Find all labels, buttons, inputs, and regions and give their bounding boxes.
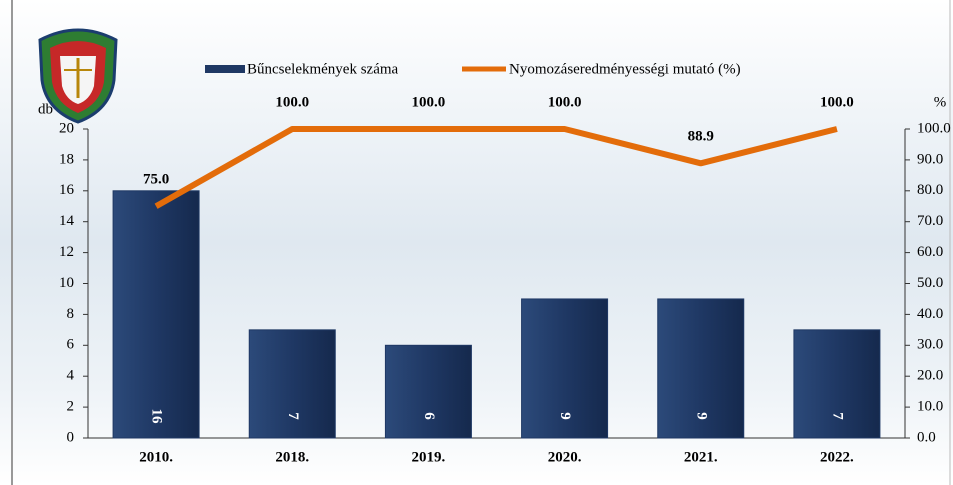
y-tick-label: 6 <box>67 337 75 353</box>
line-value-label: 88.9 <box>688 129 714 145</box>
bar <box>793 329 881 439</box>
y-tick-label: 4 <box>67 368 75 384</box>
x-tick-label: 2019. <box>412 449 446 465</box>
bar <box>112 190 200 439</box>
x-tick-label: 2020. <box>548 449 582 465</box>
bar-value-label: 9 <box>557 412 573 420</box>
legend-swatch <box>205 65 245 73</box>
legend: Bűncselekmények száma Nyomozáseredményes… <box>205 61 741 77</box>
y-axis-label: db <box>38 101 53 117</box>
y-tick-label: 18 <box>59 151 74 167</box>
line-value-label: 100.0 <box>275 94 309 110</box>
y-tick-label: 0 <box>67 429 75 445</box>
bar <box>248 329 336 439</box>
legend-label: Bűncselekmények száma <box>247 61 399 77</box>
bar-value-label: 7 <box>285 412 301 420</box>
line-value-label: 75.0 <box>143 172 169 188</box>
line <box>154 126 838 209</box>
y2-tick-label: 90.0 <box>917 151 943 167</box>
y-tick-label: 2 <box>67 399 75 415</box>
bar-value-label: 9 <box>693 412 709 420</box>
line-value-label: 100.0 <box>412 94 446 110</box>
y2-tick-label: 10.0 <box>917 399 943 415</box>
legend-label: Nyomozáseredményességi mutató (%) <box>509 61 741 77</box>
logo <box>38 28 118 124</box>
y-tick-label: 12 <box>59 244 74 260</box>
y-tick-label: 10 <box>59 275 74 291</box>
y2-tick-label: 30.0 <box>917 337 943 353</box>
y-tick-label: 14 <box>59 213 75 229</box>
y2-tick-label: 50.0 <box>917 275 943 291</box>
line-value-label: 100.0 <box>820 94 854 110</box>
y-tick-label: 8 <box>67 306 75 322</box>
line-value-label: 100.0 <box>548 94 582 110</box>
bar <box>521 298 609 439</box>
bar-value-label: 16 <box>149 409 165 425</box>
bar <box>384 344 472 439</box>
y2-tick-label: 100.0 <box>917 120 951 136</box>
y2-tick-label: 0.0 <box>917 429 936 445</box>
bar-value-label: 7 <box>829 412 845 420</box>
x-tick-label: 2021. <box>684 449 718 465</box>
y2-tick-label: 20.0 <box>917 368 943 384</box>
x-tick-label: 2022. <box>820 449 854 465</box>
bar <box>657 298 745 439</box>
y-tick-label: 20 <box>59 120 74 136</box>
bar-value-label: 6 <box>421 412 437 420</box>
y2-tick-label: 80.0 <box>917 182 943 198</box>
x-tick-label: 2018. <box>275 449 309 465</box>
y2-tick-label: 40.0 <box>917 306 943 322</box>
y2-tick-label: 70.0 <box>917 213 943 229</box>
y2-axis-label: % <box>934 94 947 110</box>
y-tick-label: 16 <box>59 182 75 198</box>
y2-tick-label: 60.0 <box>917 244 943 260</box>
x-tick-label: 2010. <box>139 449 173 465</box>
